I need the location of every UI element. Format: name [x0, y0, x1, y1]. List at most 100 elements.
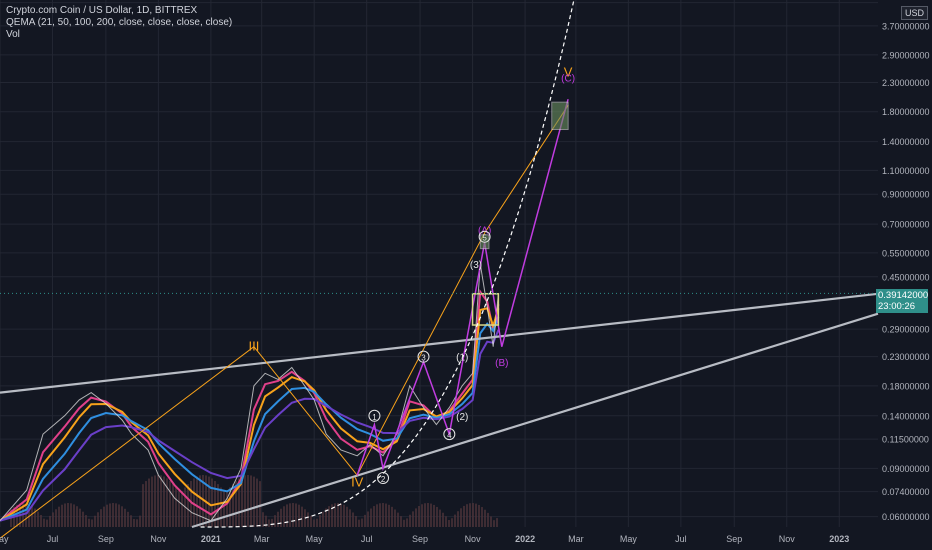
- volume-bar: [76, 506, 78, 527]
- volume-bar: [61, 504, 63, 527]
- volume-bar: [394, 509, 396, 527]
- wave-label: 1: [372, 413, 377, 422]
- y-axis-tick-label: 0.29000000: [882, 325, 930, 335]
- legend-volume[interactable]: Vol: [6, 29, 20, 40]
- volume-bar: [226, 490, 228, 527]
- wave-label-circle: [443, 428, 456, 441]
- legend-symbol[interactable]: Crypto.com Coin / US Dollar, 1D, BITTREX: [6, 5, 198, 16]
- volume-bar: [316, 518, 318, 527]
- legend-indicator[interactable]: QEMA (21, 50, 100, 200, close, close, cl…: [6, 17, 233, 28]
- volume-bar: [106, 504, 108, 527]
- volume-bar: [49, 515, 51, 527]
- volume-bar: [481, 507, 483, 527]
- volume-bar: [454, 514, 456, 527]
- wave-label: III: [249, 339, 260, 354]
- volume-bar: [385, 503, 387, 527]
- volume-bar: [493, 520, 495, 527]
- volume-bar: [70, 503, 72, 527]
- volume-bar: [400, 516, 402, 527]
- volume-bar: [229, 487, 231, 527]
- y-axis-tick-label: 2.30000000: [882, 78, 930, 88]
- volume-bar: [256, 478, 258, 527]
- volume-bar: [382, 503, 384, 527]
- y-axis-tick-label: 0.09000000: [882, 464, 930, 474]
- volume-bar: [136, 519, 138, 527]
- y-axis-tick-label: 0.06000000: [882, 512, 930, 522]
- wave-label: (3): [470, 260, 482, 271]
- volume-bar: [118, 504, 120, 527]
- volume-bar: [445, 516, 447, 527]
- volume-bar: [415, 508, 417, 527]
- volume-bar: [133, 518, 135, 527]
- volume-bar: [463, 505, 465, 527]
- y-axis-tick-label: 2.90000000: [882, 50, 930, 60]
- y-axis-tick-label: 0.07400000: [882, 487, 930, 497]
- volume-bar: [145, 481, 147, 527]
- volume-bar: [439, 509, 441, 527]
- volume-bar: [319, 515, 321, 527]
- volume-bar: [175, 487, 177, 527]
- volume-bar: [280, 508, 282, 527]
- volume-bar: [172, 483, 174, 527]
- volume-bar: [196, 476, 198, 527]
- y-axis-tick-label: 0.23000000: [882, 352, 930, 362]
- volume-bar: [244, 475, 246, 527]
- y-axis-tick-label: 0.70000000: [882, 220, 930, 230]
- volume-bar: [376, 504, 378, 527]
- wave-label: 5: [482, 234, 487, 243]
- x-axis-tick-label: 2023: [829, 534, 849, 544]
- volume-bar: [142, 484, 144, 527]
- volume-bar: [328, 506, 330, 527]
- volume-bar: [67, 503, 69, 527]
- volume-bar: [55, 509, 57, 527]
- minor-wave-path: [356, 99, 569, 476]
- volume-bar: [349, 509, 351, 527]
- volume-bar: [379, 503, 381, 527]
- volume-bar: [217, 484, 219, 527]
- wave-label: IV: [351, 474, 364, 489]
- volume-bar: [427, 503, 429, 527]
- x-axis-tick-label: 2022: [515, 534, 535, 544]
- chart-legend: Crypto.com Coin / US Dollar, 1D, BITTREX…: [6, 5, 232, 41]
- volume-bar: [157, 475, 159, 527]
- x-axis-tick-label: Jul: [675, 534, 687, 544]
- volume-bar: [466, 504, 468, 527]
- volume-bar: [334, 503, 336, 527]
- volume-bar: [277, 511, 279, 527]
- range-box: [471, 293, 500, 326]
- volume-bar: [337, 503, 339, 527]
- volume-bar: [442, 512, 444, 527]
- x-axis-tick-label: Nov: [150, 534, 167, 544]
- volume-bar: [352, 512, 354, 527]
- target-zone-box: [551, 101, 569, 131]
- volume-bar: [430, 503, 432, 527]
- volume-bar: [85, 515, 87, 527]
- y-axis-tick-label: 0.45000000: [882, 272, 930, 282]
- volume-bar: [166, 478, 168, 527]
- current-price-tag: 0.39142000 23:00:26: [876, 289, 928, 313]
- y-axis-tick-label: 0.90000000: [882, 190, 930, 200]
- volume-bar: [313, 519, 315, 527]
- volume-bar: [391, 506, 393, 527]
- x-axis-tick-label: May: [306, 534, 324, 544]
- volume-bar: [82, 511, 84, 527]
- current-price-value: 0.39142000: [878, 290, 929, 301]
- volume-bar: [340, 503, 342, 527]
- volume-bar: [238, 478, 240, 527]
- volume-bar: [34, 508, 36, 527]
- x-axis-tick-label: Jul: [47, 534, 59, 544]
- volume-bar: [418, 505, 420, 527]
- volume-bar: [163, 476, 165, 527]
- wave-label: (C): [561, 73, 575, 84]
- price-line: [0, 264, 499, 522]
- volume-bar: [424, 503, 426, 527]
- volume-bar: [40, 514, 42, 527]
- axis-currency-label[interactable]: USD: [900, 6, 928, 20]
- volume-bar: [181, 491, 183, 527]
- volume-bar: [295, 503, 297, 527]
- volume-bar: [25, 503, 27, 527]
- volume-bar: [367, 511, 369, 527]
- volume-bar: [409, 514, 411, 527]
